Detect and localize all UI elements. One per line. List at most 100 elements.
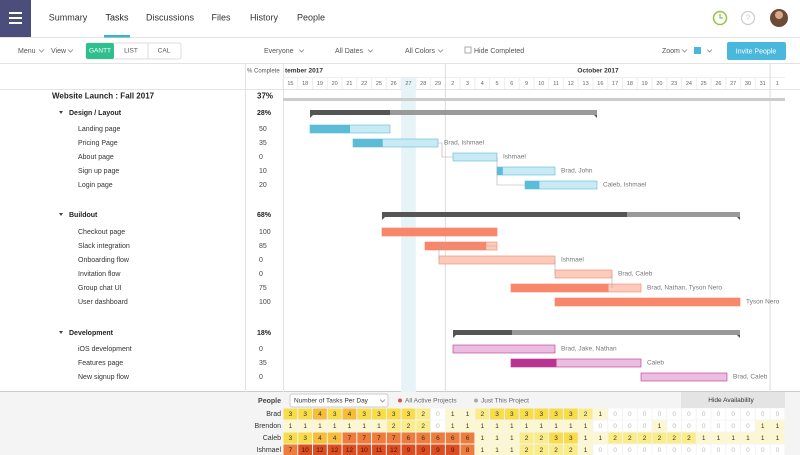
- view-option[interactable]: LIST: [124, 48, 138, 55]
- task-name[interactable]: User dashboard: [78, 299, 128, 306]
- task-name[interactable]: Sign up page: [78, 168, 119, 175]
- availability-count: 1: [495, 435, 499, 442]
- timer-hand: [719, 14, 723, 19]
- metric-dropdown-label[interactable]: Number of Tasks Per Day: [294, 398, 369, 405]
- date-filter[interactable]: All Dates: [335, 48, 364, 55]
- timer-icon[interactable]: [712, 10, 728, 26]
- checkbox[interactable]: [464, 46, 472, 54]
- nav-tab[interactable]: Summary: [49, 12, 88, 22]
- task-name[interactable]: Group chat UI: [78, 285, 122, 292]
- availability-count: 12: [316, 447, 324, 454]
- task-progress: [555, 298, 740, 306]
- availability-cell: [416, 420, 431, 432]
- day-label: 15: [287, 81, 293, 87]
- view-dropdown[interactable]: View: [51, 48, 67, 55]
- availability-count: 1: [333, 423, 337, 430]
- task-name[interactable]: Login page: [78, 182, 113, 189]
- task-name[interactable]: Invitation flow: [78, 271, 121, 278]
- availability-cell: [741, 420, 755, 432]
- chevron: [67, 49, 74, 53]
- task-name[interactable]: Onboarding flow: [78, 257, 130, 264]
- day-label: 12: [568, 81, 574, 87]
- availability-cell: [726, 444, 741, 455]
- availability-cell: [549, 432, 563, 444]
- availability-count: 6: [451, 435, 455, 442]
- availability-cell: [490, 420, 504, 432]
- summary-cap: [382, 217, 740, 220]
- metric-dropdown[interactable]: [289, 393, 389, 408]
- task-bar[interactable]: [554, 269, 613, 279]
- invite-label[interactable]: Invite People: [736, 48, 777, 55]
- task-pct: 0: [259, 374, 263, 381]
- task-name[interactable]: Slack integration: [78, 243, 130, 250]
- availability-count: 1: [761, 435, 765, 442]
- availability-count: 1: [510, 423, 514, 430]
- availability-cell: [637, 408, 652, 420]
- month-label: tember 2017: [285, 68, 323, 75]
- collapse-arrow[interactable]: [59, 331, 63, 334]
- task-bar[interactable]: [438, 255, 556, 265]
- nav-tab[interactable]: Discussions: [146, 12, 195, 22]
- task-name[interactable]: iOS development: [78, 346, 132, 353]
- task-bar[interactable]: [496, 166, 556, 176]
- availability-cell: [504, 408, 519, 420]
- collapse-arrow[interactable]: [59, 213, 63, 216]
- task-pct: 0: [259, 346, 263, 353]
- task-bar[interactable]: [452, 344, 556, 354]
- collapse-arrow[interactable]: [59, 111, 63, 114]
- availability-cell: [711, 444, 726, 455]
- availability-count: 1: [761, 423, 765, 430]
- assignees: Brad, Caleb: [618, 271, 653, 278]
- people-filter[interactable]: Everyone: [264, 48, 294, 55]
- day-label: 31: [760, 81, 766, 87]
- task-name[interactable]: New signup flow: [78, 374, 130, 381]
- availability-cell: [342, 408, 357, 420]
- availability-cell: [460, 408, 475, 420]
- task-name[interactable]: Landing page: [78, 126, 121, 133]
- availability-count: 0: [643, 423, 647, 430]
- availability-count: 6: [421, 435, 425, 442]
- nav-tab[interactable]: People: [297, 12, 325, 22]
- availability-count: 2: [687, 435, 691, 442]
- task-name[interactable]: Pricing Page: [78, 140, 118, 147]
- availability-cell: [357, 444, 372, 455]
- nav-tab[interactable]: Tasks: [105, 12, 129, 22]
- availability-cell: [593, 408, 608, 420]
- gantt-button[interactable]: [86, 43, 114, 59]
- availability-cell: [416, 444, 431, 455]
- zoom[interactable]: Zoom: [662, 48, 680, 55]
- color-swatch[interactable]: [694, 47, 701, 54]
- nav-tab[interactable]: History: [250, 12, 279, 22]
- nav-tab[interactable]: Files: [211, 12, 231, 22]
- availability-count: 3: [377, 411, 381, 418]
- availability-count: 0: [628, 423, 632, 430]
- availability-count: 0: [746, 411, 750, 418]
- hide-completed[interactable]: Hide Completed: [474, 48, 524, 55]
- availability-count: 6: [407, 435, 411, 442]
- task-name[interactable]: Checkout page: [78, 229, 125, 236]
- task-name[interactable]: Features page: [78, 360, 123, 367]
- view-option[interactable]: CAL: [158, 48, 171, 55]
- color-filter[interactable]: All Colors: [405, 48, 435, 55]
- task-pct: 35: [259, 360, 267, 367]
- availability-count: 2: [407, 423, 411, 430]
- availability-cell: [372, 432, 386, 444]
- availability-cell: [726, 420, 741, 432]
- invite-button[interactable]: [727, 42, 786, 60]
- task-pct: 35: [259, 140, 267, 147]
- hide-availability[interactable]: Hide Availability: [708, 397, 754, 404]
- help-icon[interactable]: [740, 10, 756, 26]
- person-name: Brendon: [255, 423, 282, 430]
- hide-availability-button[interactable]: [681, 392, 785, 408]
- availability-cell: [475, 420, 490, 432]
- task-bar[interactable]: [452, 152, 498, 162]
- availability-cell: [401, 420, 416, 432]
- availability-cell: [563, 432, 578, 444]
- availability-count: 3: [510, 411, 514, 418]
- availability-cell: [682, 444, 696, 455]
- availability-count: 1: [451, 411, 455, 418]
- view-option[interactable]: GANTT: [89, 48, 111, 55]
- menu-dropdown[interactable]: Menu: [18, 48, 36, 55]
- task-name[interactable]: About page: [78, 154, 114, 161]
- task-bar[interactable]: [640, 372, 728, 382]
